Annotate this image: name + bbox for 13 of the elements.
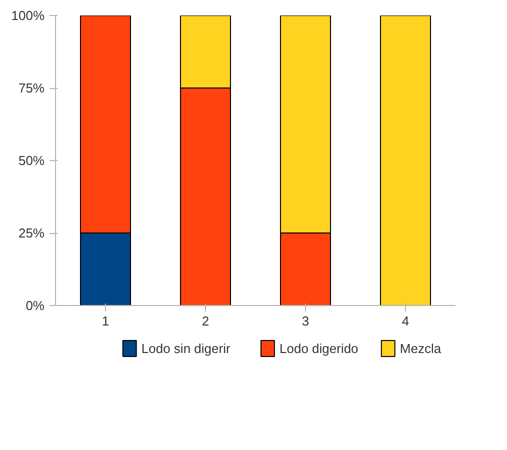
y-tick-label: 0% bbox=[26, 298, 45, 313]
legend-label: Mezcla bbox=[400, 341, 442, 356]
y-tick-label: 25% bbox=[18, 226, 45, 240]
legend-label: Lodo sin digerir bbox=[141, 341, 231, 356]
legend-label: Lodo digerido bbox=[280, 341, 358, 356]
bar bbox=[380, 16, 431, 306]
x-tick-label: 2 bbox=[202, 314, 210, 328]
y-tick-label: 75% bbox=[18, 80, 45, 96]
x-tick-label: 1 bbox=[102, 314, 110, 328]
y-tick-label: 100% bbox=[11, 8, 45, 23]
x-tick-label: 4 bbox=[402, 314, 410, 328]
y-tick-label: 50% bbox=[18, 153, 45, 168]
x-tick-label: 3 bbox=[302, 314, 310, 328]
